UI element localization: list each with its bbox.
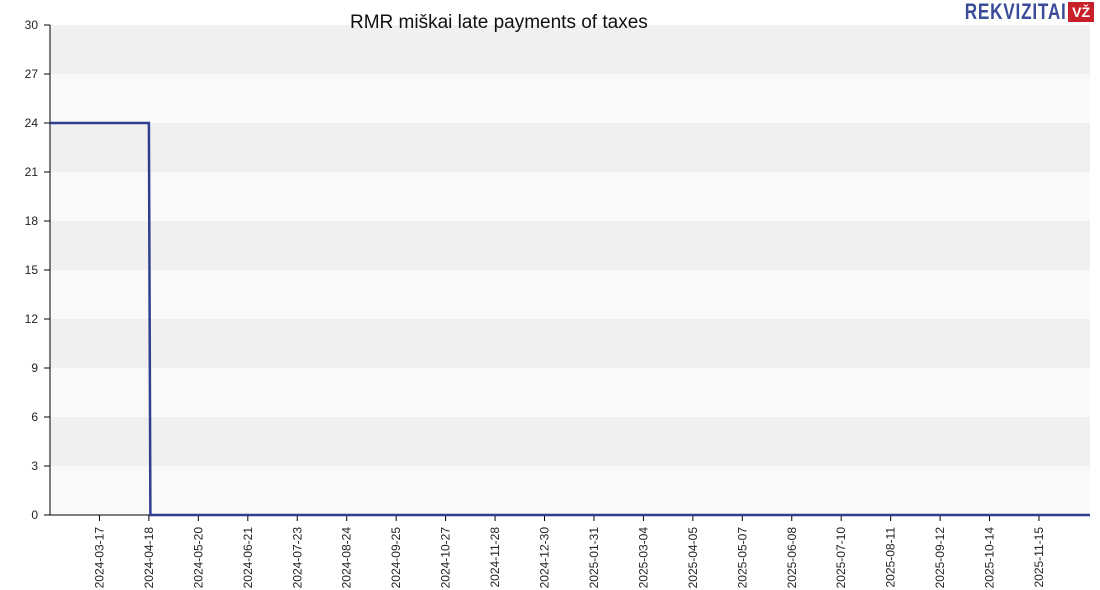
x-tick-label: 2024-08-24 — [340, 527, 354, 589]
brand-logo: REKVIZITAI VŽ — [936, 0, 1094, 24]
grid-band — [50, 25, 1090, 74]
x-tick-label: 2024-10-27 — [439, 527, 453, 589]
x-tick-label: 2024-11-28 — [488, 527, 502, 588]
grid-band — [50, 74, 1090, 123]
logo-text: REKVIZITAI — [964, 0, 1067, 24]
x-tick-label: 2025-09-12 — [933, 527, 947, 589]
x-tick-label: 2025-01-31 — [587, 527, 601, 589]
y-tick-label: 21 — [25, 165, 39, 179]
y-tick-label: 3 — [31, 459, 38, 473]
x-tick-label: 2025-03-04 — [636, 527, 650, 589]
grid-band — [50, 368, 1090, 417]
x-tick-label: 2025-10-14 — [983, 527, 997, 589]
grid-band — [50, 172, 1090, 221]
chart-title: RMR miškai late payments of taxes — [350, 12, 648, 33]
x-tick-label: 2024-04-18 — [142, 527, 156, 589]
y-axis: 0 3 6 9 12 15 18 21 24 27 30 — [25, 18, 51, 522]
y-tick-label: 15 — [25, 263, 39, 277]
x-tick-label: 2025-06-08 — [785, 527, 799, 589]
grid-band — [50, 466, 1090, 515]
x-tick-label: 2025-11-15 — [1032, 527, 1046, 588]
y-tick-label: 9 — [31, 361, 38, 375]
x-tick-label: 2025-05-07 — [735, 527, 749, 589]
y-tick-label: 6 — [31, 410, 38, 424]
series-layer — [49, 121, 1091, 517]
logo-badge: VŽ — [1068, 2, 1094, 22]
series-line — [50, 121, 1090, 517]
grid-band — [50, 417, 1090, 466]
grid-band — [50, 221, 1090, 270]
x-tick-label: 2024-07-23 — [290, 527, 304, 589]
x-tick-label: 2025-04-05 — [686, 527, 700, 589]
y-tick-label: 0 — [31, 508, 38, 522]
x-tick-label: 2024-06-21 — [241, 527, 255, 589]
y-tick-label: 24 — [25, 116, 39, 130]
x-tick-label: 2024-12-30 — [538, 527, 552, 589]
x-tick-label: 2024-09-25 — [389, 527, 403, 589]
x-axis: 2024-03-17 2024-04-18 2024-05-20 2024-06-21… — [50, 514, 1090, 589]
x-tick-label: 2025-08-11 — [884, 527, 898, 588]
grid-bands — [50, 25, 1090, 515]
y-tick-label: 18 — [25, 214, 39, 228]
x-tick-label: 2024-03-17 — [92, 527, 106, 589]
y-tick-label: 12 — [25, 312, 39, 326]
grid-band — [50, 319, 1090, 368]
grid-band — [50, 270, 1090, 319]
x-tick-label: 2025-07-10 — [834, 527, 848, 589]
y-tick-label: 27 — [25, 67, 39, 81]
y-tick-label: 30 — [25, 18, 39, 32]
x-tick-label: 2024-05-20 — [191, 527, 205, 589]
grid-band — [50, 123, 1090, 172]
